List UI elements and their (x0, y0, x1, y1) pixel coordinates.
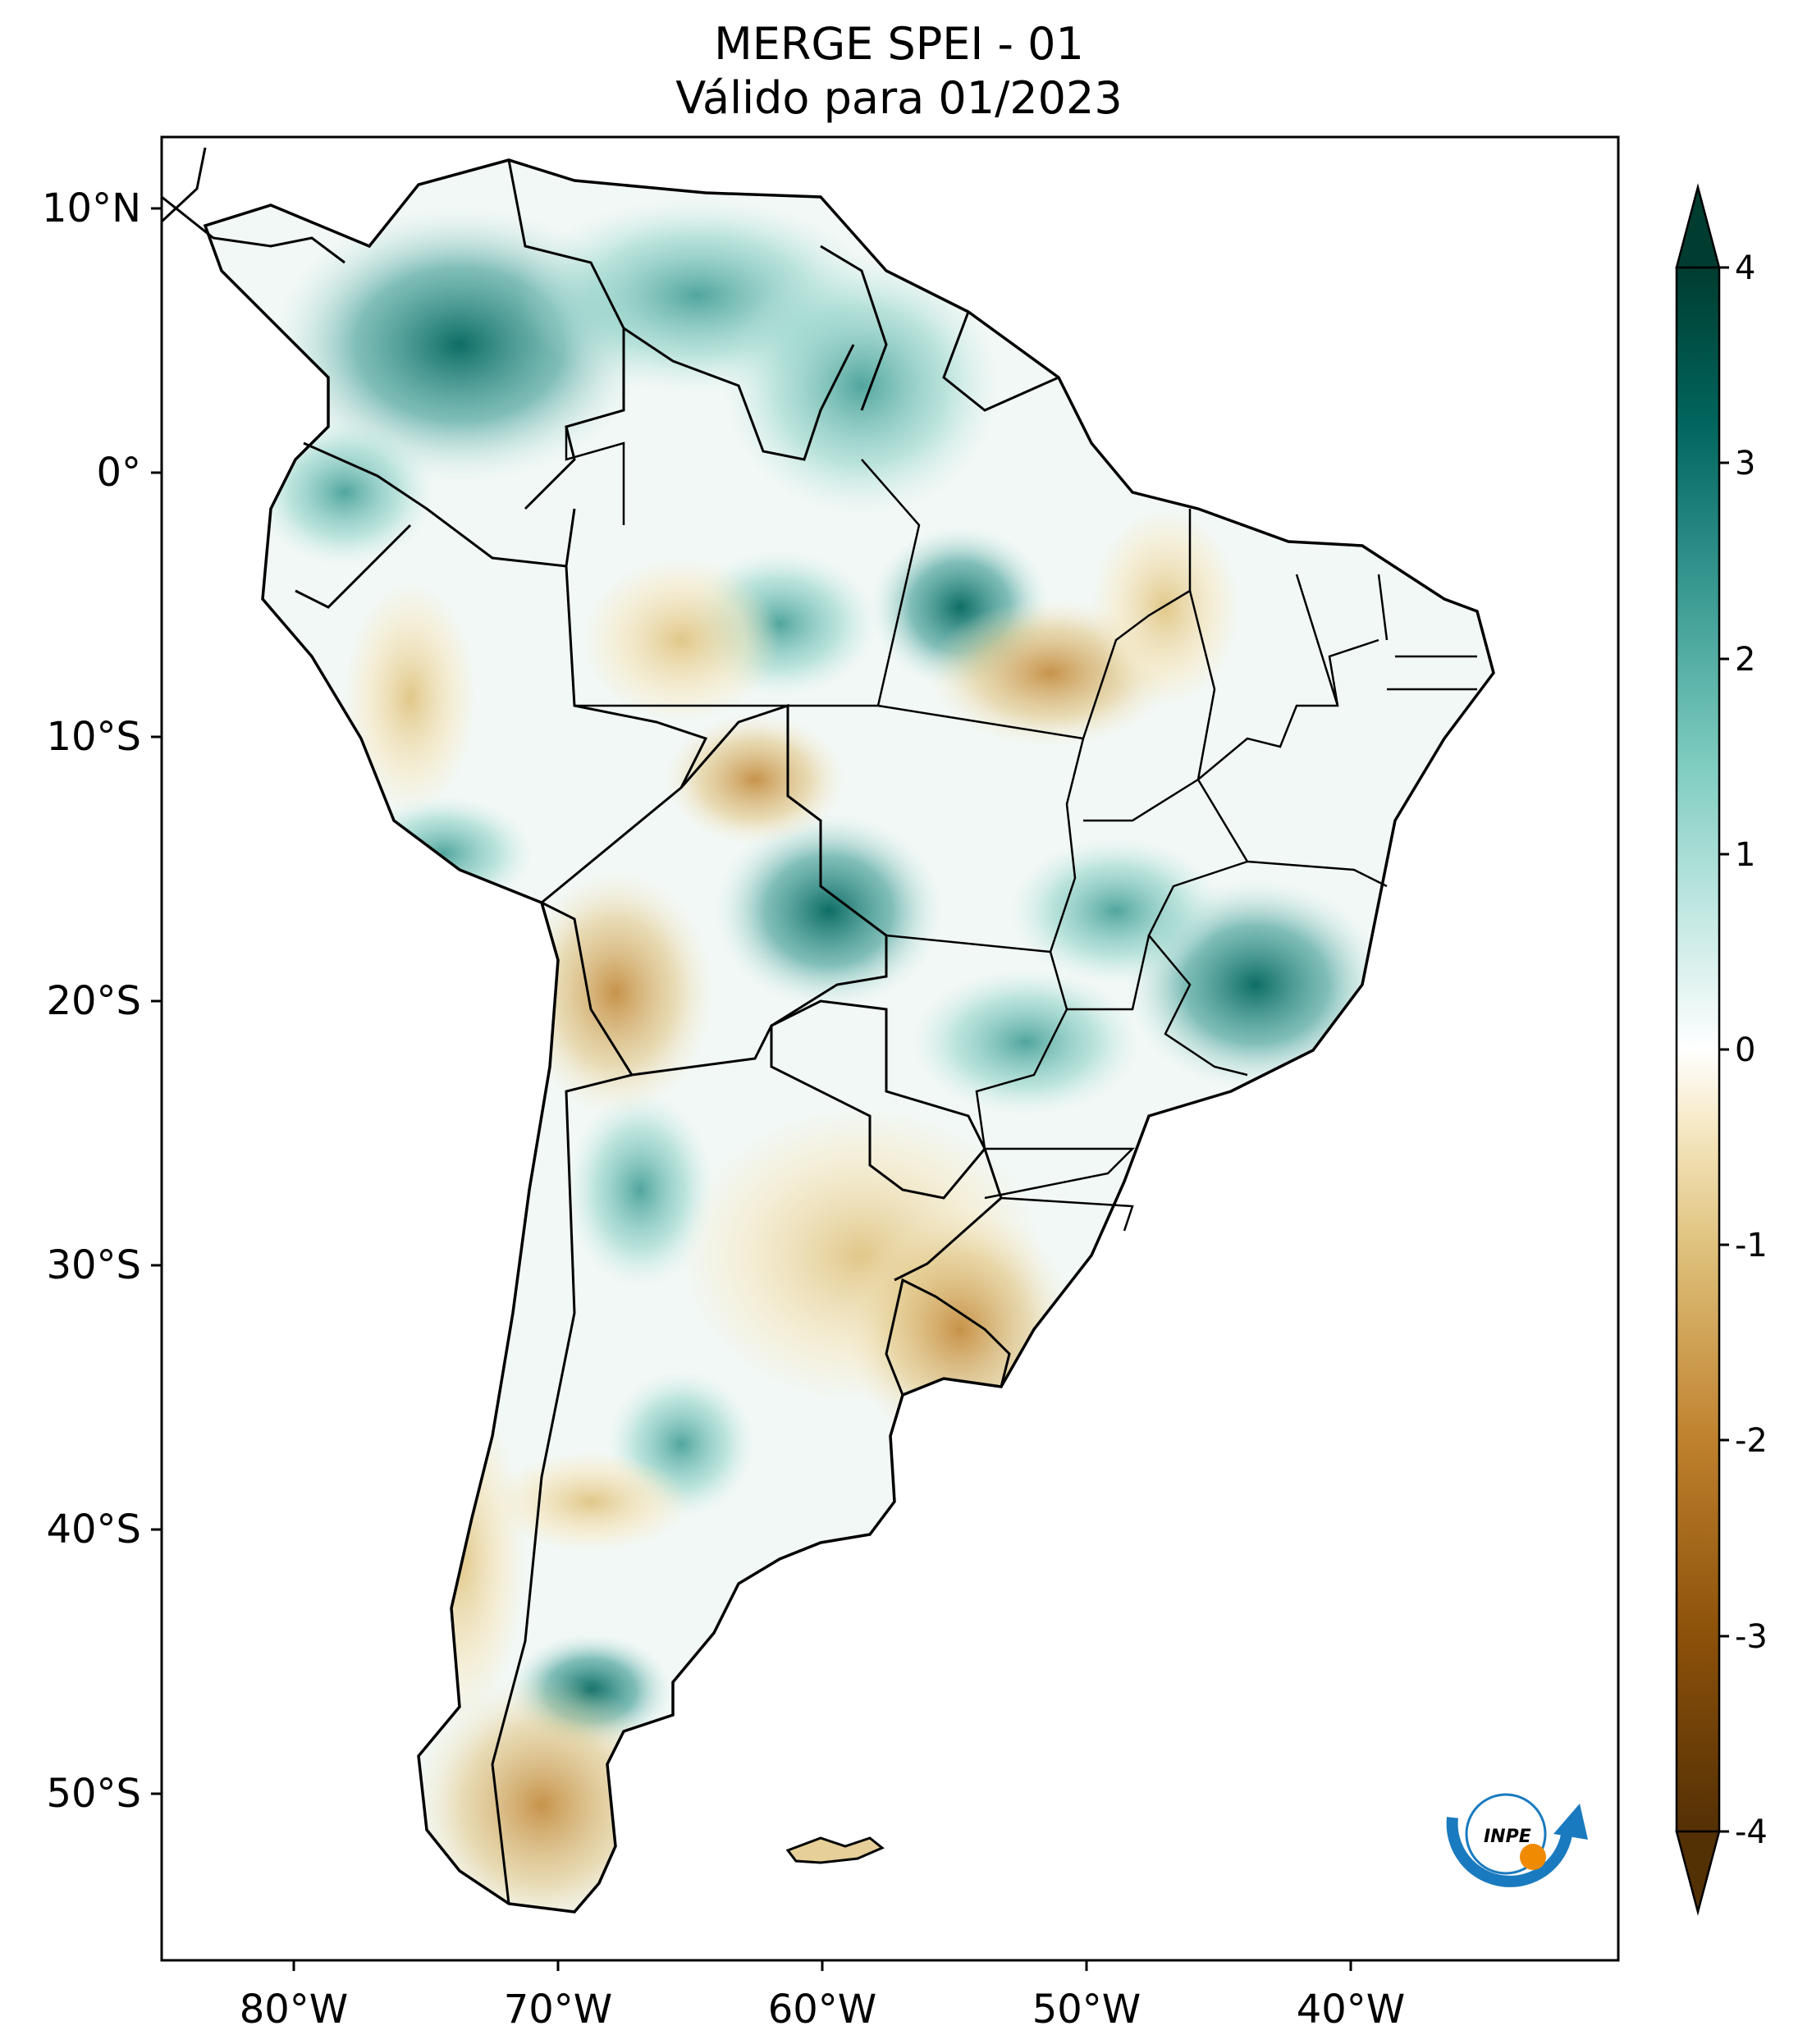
y-tick-label: 10°N (42, 185, 141, 231)
cb-tick-label: 3 (1735, 445, 1755, 482)
state-border-amazonas-roraima (565, 427, 625, 525)
y-tick-label: 40°S (46, 1507, 141, 1552)
y-tick-label: 0° (96, 450, 141, 496)
border-argentina-brazil (894, 1148, 1003, 1282)
anomaly-bolivia-sul (517, 870, 714, 1116)
state-borders (565, 427, 1477, 1232)
border-ecuador-peru (295, 524, 412, 609)
cb-tick-label: -1 (1735, 1227, 1768, 1264)
state-border-pe-pb (1387, 655, 1477, 691)
border-guyana (820, 245, 888, 411)
cb-tick-label: -3 (1735, 1618, 1768, 1656)
x-axis (292, 1960, 1352, 1971)
state-border-sc-rs (1000, 1196, 1134, 1232)
state-border-sp-pr (975, 1008, 1068, 1150)
anomaly-rondonia (665, 714, 845, 845)
colorbar-bar (1675, 266, 1721, 1833)
x-tick-label: 40°W (1297, 1987, 1406, 2033)
anomaly-goias (1009, 837, 1223, 985)
plot-frame (160, 135, 1620, 1962)
border-venezuela-brazil (623, 327, 855, 461)
colorbar-top-extend (1675, 183, 1721, 269)
central-america (160, 147, 345, 264)
state-border-nordeste (1197, 638, 1379, 780)
border-colombia-venezuela (507, 159, 625, 510)
border-peru-brazil (565, 565, 708, 789)
border-colombia-ecuador-peru (303, 441, 576, 568)
colorbar-ticks (1719, 266, 1729, 1833)
border-paraguay (770, 999, 986, 1200)
y-tick-label: 20°S (46, 978, 141, 1024)
y-tick-label: 30°S (46, 1242, 141, 1288)
state-border-pr-sc (984, 1147, 1136, 1200)
y-tick-label: 10°S (46, 714, 141, 760)
x-tick-label: 60°W (768, 1987, 877, 2033)
cb-tick-label: 4 (1735, 249, 1755, 287)
colorbar-bottom-extend (1675, 1830, 1721, 1916)
anomaly-guyana (722, 254, 1001, 517)
anomaly-sao-paulo (911, 968, 1141, 1116)
y-tick-label: 50°S (46, 1771, 141, 1817)
falkland-islands (785, 1836, 885, 1864)
state-border-goias-mg (1049, 935, 1151, 1011)
logo-swoosh (1446, 1817, 1573, 1887)
anomaly-piaui (1091, 509, 1239, 706)
state-border-mato-grosso (877, 704, 1085, 953)
cb-tick-label: 2 (1735, 641, 1755, 679)
state-border-ce-pi (1295, 574, 1389, 706)
coastline (203, 158, 1495, 1914)
state-border-mg (1147, 860, 1248, 1077)
logo-text: INPE (1484, 1827, 1531, 1847)
cb-tick-label: 0 (1735, 1031, 1755, 1069)
state-border-amazonas-para (574, 459, 921, 707)
country-borders (295, 159, 1059, 1905)
x-tick-label: 80°W (240, 1987, 349, 2033)
logo-sun-icon (1520, 1844, 1546, 1870)
border-chile-argentina (491, 1073, 633, 1905)
spei-field (254, 197, 1387, 1912)
logo-orbit (1465, 1793, 1547, 1875)
state-border-bahia-mg (1247, 860, 1388, 888)
map-subtitle: Válido para 01/2023 (675, 72, 1123, 124)
anomaly-cordoba (566, 1091, 714, 1288)
state-border-tocantins-bahia (1188, 590, 1249, 862)
state-border-tocantins-goias (1083, 778, 1199, 822)
x-tick-label: 70°W (504, 1987, 613, 2033)
border-suriname-guiana (942, 311, 1059, 412)
cb-tick-label: 1 (1735, 836, 1755, 874)
border-bolivia (541, 703, 888, 1077)
border-peru-bolivia (541, 786, 682, 904)
cb-tick-label: -2 (1735, 1422, 1768, 1460)
y-axis (151, 207, 162, 1795)
logo-arrow-icon (1553, 1804, 1588, 1840)
cb-tick-label: -4 (1735, 1813, 1768, 1851)
state-border-para-tocantins (1082, 509, 1192, 739)
x-tick-label: 50°W (1032, 1987, 1141, 2033)
border-uruguay (885, 1278, 1011, 1397)
inpe-logo: INPE (1446, 1793, 1588, 1887)
anomaly-amazonas-sul (583, 558, 780, 722)
anomaly-peru-norte (345, 583, 476, 812)
state-border-mt-ms (787, 795, 1051, 953)
colorbar (1675, 183, 1721, 1916)
map-title: MERGE SPEI - 01 (714, 18, 1084, 70)
